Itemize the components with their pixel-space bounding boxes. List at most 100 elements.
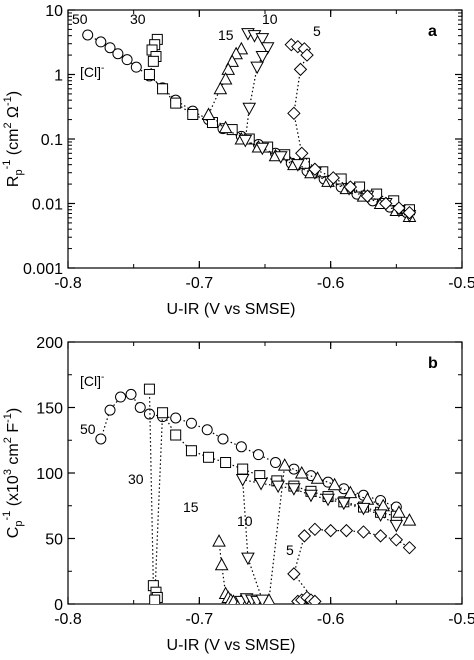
- series-label-50: 50: [80, 421, 96, 437]
- data-point-5: [389, 533, 404, 547]
- data-point-10: [271, 480, 285, 494]
- x-tick-label: -0.6: [317, 275, 345, 292]
- data-point-10: [287, 483, 301, 496]
- x-tick-label: -0.7: [186, 275, 214, 292]
- data-point-15: [327, 477, 342, 491]
- series-label-15: 15: [218, 27, 234, 43]
- panel-letter: a: [428, 23, 437, 40]
- data-point-10: [235, 474, 250, 487]
- data-point-30: [143, 383, 155, 395]
- data-point-50: [134, 402, 146, 413]
- data-point-30: [185, 445, 197, 457]
- annotation-superscript: -: [101, 63, 104, 74]
- x-tick-label: -0.5: [448, 275, 474, 292]
- data-point-10: [254, 477, 268, 491]
- data-point-10: [356, 502, 371, 516]
- data-point-50: [115, 391, 127, 403]
- data-point-10: [290, 159, 305, 172]
- data-point-15: [213, 81, 228, 95]
- y-label-subscript: p: [13, 521, 25, 527]
- y-tick-label: 0: [54, 597, 63, 614]
- data-point-5: [297, 529, 312, 543]
- y-label-superscript: -1: [1, 511, 13, 521]
- y-axis-label: Cp-1 (x103 cm2 F-1): [1, 408, 25, 538]
- data-point-15: [214, 557, 229, 571]
- data-point-15: [201, 107, 216, 120]
- series-label-30: 30: [128, 471, 144, 487]
- series-line-30: [148, 39, 410, 211]
- series-label-5: 5: [313, 23, 321, 39]
- series-line-10: [241, 478, 397, 602]
- y-label-units-sup: -1: [2, 413, 14, 423]
- data-point-30: [237, 463, 249, 475]
- data-point-5: [360, 189, 375, 203]
- data-point-50: [185, 417, 197, 429]
- data-point-50: [170, 412, 182, 424]
- y-tick-label: 100: [36, 466, 63, 483]
- data-point-30: [220, 457, 232, 469]
- x-tick-label: -0.8: [54, 275, 82, 292]
- annotation-text: [Cl]: [80, 373, 101, 389]
- data-point-5: [308, 522, 322, 537]
- data-point-50: [130, 61, 142, 73]
- data-point-5: [287, 567, 301, 581]
- data-point-30: [170, 97, 182, 109]
- data-point-15: [218, 72, 233, 85]
- x-tick-label: -0.5: [448, 611, 474, 628]
- y-label-units: (cm: [5, 129, 22, 160]
- data-point-10: [255, 142, 270, 156]
- x-axis-label: U-IR (V vs SMSE): [167, 637, 296, 654]
- data-point-15: [228, 594, 239, 604]
- data-point-10: [255, 51, 270, 64]
- data-point-50: [82, 29, 94, 41]
- annotation-chloride: [Cl]-: [80, 372, 104, 389]
- series-line-10: [244, 33, 410, 217]
- annotation-text: [Cl]: [80, 64, 101, 80]
- series-group: [82, 28, 417, 223]
- x-tick-label: -0.7: [186, 611, 214, 628]
- data-point-50: [104, 42, 116, 54]
- data-point-5: [287, 106, 301, 121]
- data-point-50: [125, 388, 137, 400]
- data-point-5: [308, 162, 322, 176]
- data-point-10: [241, 552, 255, 566]
- data-point-50: [112, 48, 124, 60]
- y-label-units: cm: [5, 443, 22, 469]
- y-axis-label: Rp-1 (cm2 Ω-1): [1, 91, 25, 187]
- data-point-15: [310, 471, 325, 484]
- y-label-units: (x10: [5, 475, 22, 511]
- data-point-10: [260, 42, 275, 55]
- y-tick-label: 0.1: [41, 132, 63, 149]
- y-label-units: ): [5, 408, 22, 413]
- data-point-5: [300, 48, 314, 62]
- series-label-10: 10: [262, 11, 278, 27]
- series-label-30: 30: [130, 11, 146, 27]
- data-point-5: [343, 180, 358, 194]
- data-point-10: [373, 509, 388, 522]
- data-point-15: [277, 458, 292, 471]
- data-point-15: [402, 513, 417, 526]
- series-label-5: 5: [286, 542, 294, 558]
- y-label-subscript: p: [13, 169, 25, 175]
- y-tick-label: 200: [36, 335, 63, 352]
- annotation-chloride: [Cl]-: [80, 63, 104, 80]
- data-point-5: [402, 540, 417, 555]
- panel-b: -0.8 -0.7 -0.6 -0.5 0 50 100 150 200 U-IR (V vs S…: [1, 335, 474, 654]
- data-point-10: [238, 134, 253, 148]
- annotation-superscript: -: [101, 372, 104, 383]
- y-tick-label: 10: [45, 3, 63, 20]
- y-tick-label: 0.01: [32, 197, 63, 214]
- data-point-5: [323, 523, 338, 538]
- data-point-10: [304, 489, 318, 503]
- data-point-15: [225, 54, 240, 67]
- data-point-10: [273, 151, 288, 164]
- data-point-50: [95, 36, 107, 48]
- data-point-30: [170, 429, 182, 441]
- y-tick-label: 50: [45, 532, 63, 549]
- data-point-15: [294, 465, 309, 479]
- y-label-symbol: R: [5, 176, 22, 188]
- data-point-10: [255, 594, 270, 604]
- panel-letter: b: [428, 355, 438, 372]
- series-label-50: 50: [72, 11, 88, 27]
